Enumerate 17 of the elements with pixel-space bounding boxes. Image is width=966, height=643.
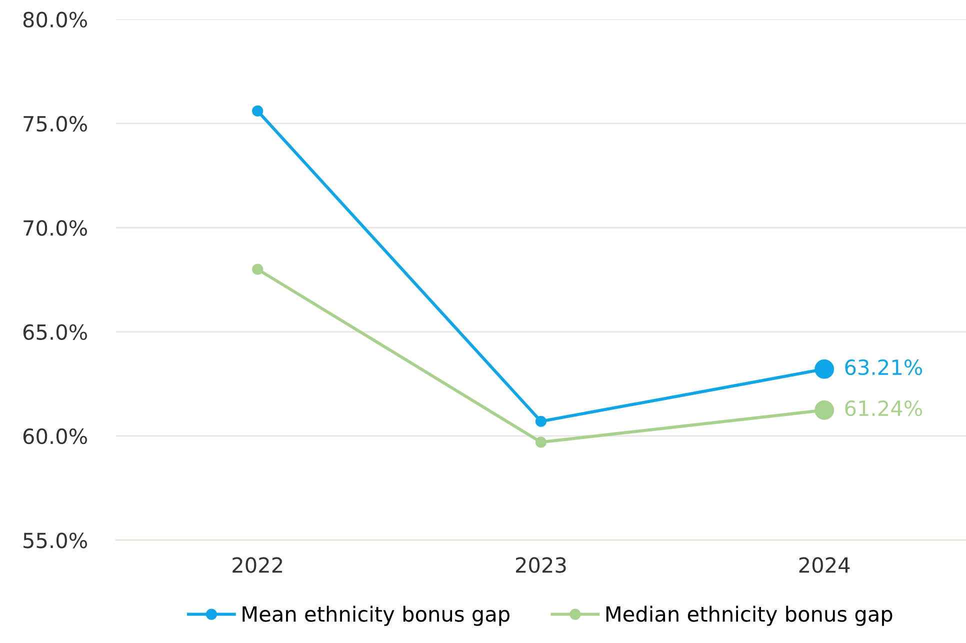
point <box>535 416 547 427</box>
y-tick-label: 70.0% <box>24 220 87 236</box>
x-tick-label: 2023 <box>516 557 566 573</box>
point <box>535 436 547 448</box>
y-tick-label: 65.0% <box>23 324 87 340</box>
x-tick-label: 2024 <box>799 557 850 573</box>
y-tick-label: 55.0% <box>24 532 87 548</box>
x-tick-label: 2022 <box>232 557 282 573</box>
y-tick-label: 75.0% <box>24 116 87 132</box>
point <box>252 105 264 117</box>
y-tick-label: 80.0% <box>23 12 87 28</box>
data-label: 61.24% <box>845 400 922 416</box>
point <box>252 264 264 275</box>
legend-label: Mean ethnicity bonus gap <box>242 606 510 626</box>
data-label: 63.21% <box>845 359 922 376</box>
y-tick-label: 60.0% <box>23 428 87 444</box>
legend-label: Median ethnicity bonus gap <box>606 606 892 626</box>
